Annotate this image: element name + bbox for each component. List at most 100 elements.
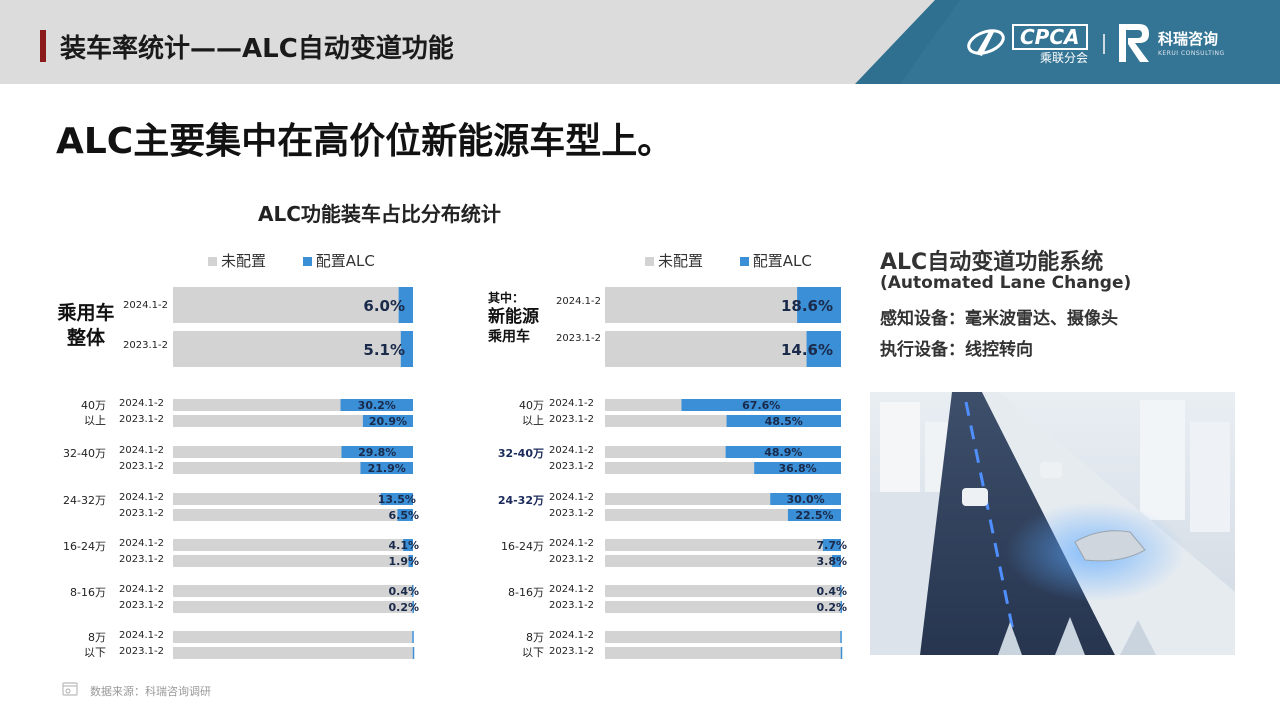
- bar-configured: [840, 647, 843, 659]
- year-label: 2023.1-2: [119, 554, 164, 565]
- segment-label: 8-16万: [470, 585, 544, 600]
- segment-label-line1: 8万: [526, 631, 544, 644]
- bar-value-label: 5.1%: [363, 341, 405, 359]
- year-label: 2023.1-2: [549, 554, 594, 565]
- segment-label-line1: 40万: [81, 399, 106, 412]
- bar-not-configured: [173, 647, 413, 659]
- legend-right: 未配置 配置ALC: [645, 250, 844, 270]
- bar-value-label: 20.9%: [369, 415, 407, 428]
- bar-configured: [360, 462, 413, 474]
- bar-configured: [362, 415, 413, 427]
- legend-left: 未配置 配置ALC: [208, 250, 407, 270]
- bar-value-label: 22.5%: [795, 509, 833, 522]
- segment-label-line2: 以下: [522, 646, 544, 659]
- bar-configured: [412, 585, 414, 597]
- year-label: 2023.1-2: [549, 461, 594, 472]
- segment-label: 8-16万: [40, 585, 106, 600]
- bar-configured: [341, 446, 413, 458]
- year-label: 2023.1-2: [556, 333, 601, 344]
- segment-label-line1: 24-32万: [63, 494, 106, 507]
- group-label-line1: 新能源: [488, 307, 539, 327]
- bar-configured: [840, 585, 842, 597]
- legend-swatch-gray: [208, 257, 217, 266]
- bar-configured: [412, 647, 415, 659]
- legend-label-configured-2: 配置ALC: [752, 252, 812, 270]
- cpca-logo-icon: [967, 29, 1005, 56]
- bar-configured: [725, 446, 841, 458]
- year-label: 2023.1-2: [119, 646, 164, 657]
- segment-label-line2: 以上: [522, 414, 544, 427]
- bar-not-configured: [173, 555, 409, 567]
- bar-not-configured: [605, 446, 726, 458]
- bar-value-label: 67.6%: [742, 399, 780, 412]
- bar-value-label: 6.0%: [363, 297, 405, 315]
- header-accent-bar: [40, 30, 46, 62]
- segment-label: 32-40万: [470, 446, 544, 461]
- bar-value-label: 0.2%: [816, 601, 847, 614]
- year-label: 2024.1-2: [119, 445, 164, 456]
- bar-not-configured: [605, 509, 788, 521]
- bar-configured: [340, 399, 413, 411]
- year-label: 2024.1-2: [119, 584, 164, 595]
- year-label: 2024.1-2: [549, 398, 594, 409]
- slide-headline: ALC主要集中在高价位新能源车型上。: [56, 121, 674, 162]
- segment-label: 16-24万: [470, 539, 544, 554]
- legend-label-not-configured-2: 未配置: [658, 252, 704, 270]
- bar-value-label: 21.9%: [368, 462, 406, 475]
- year-label: 2023.1-2: [549, 414, 594, 425]
- bar-value-label: 18.6%: [781, 297, 833, 315]
- bar-not-configured: [173, 601, 413, 613]
- group-label-line0: 其中：: [488, 291, 525, 305]
- bar-not-configured: [173, 631, 413, 643]
- bar-value-label: 48.9%: [764, 446, 802, 459]
- bar-not-configured: [173, 415, 363, 427]
- year-label: 2023.1-2: [549, 646, 594, 657]
- bar-configured: [380, 493, 413, 505]
- bar-value-label: 1.9%: [388, 555, 419, 568]
- year-label: 2024.1-2: [549, 584, 594, 595]
- bar-value-label: 6.5%: [388, 509, 419, 522]
- bar-value-label: 48.5%: [765, 415, 803, 428]
- sensing-equipment: 感知设备：毫米波雷达、摄像头: [880, 309, 1118, 329]
- bar-configured: [832, 555, 841, 567]
- data-source-note: 数据来源：科瑞咨询调研: [90, 685, 211, 698]
- legend-swatch-blue: [302, 257, 312, 266]
- bar-configured: [412, 601, 415, 613]
- bar-configured: [806, 331, 841, 367]
- segment-label: 24-32万: [470, 493, 544, 508]
- bar-not-configured: [173, 509, 398, 521]
- year-label: 2023.1-2: [123, 340, 168, 351]
- segment-label-line1: 32-40万: [63, 447, 106, 460]
- bar-configured: [681, 399, 841, 411]
- segment-label: 32-40万: [40, 446, 106, 461]
- year-label: 2024.1-2: [556, 296, 601, 307]
- year-label: 2023.1-2: [549, 508, 594, 519]
- bar-configured: [412, 631, 414, 643]
- year-label: 2023.1-2: [119, 414, 164, 425]
- actuation-equipment: 执行设备：线控转向: [880, 340, 1033, 360]
- year-label: 2023.1-2: [119, 461, 164, 472]
- bar-value-label: 14.6%: [781, 341, 833, 359]
- segment-label-line1: 24-32万: [497, 494, 544, 507]
- legend-item-not-configured: 未配置: [208, 252, 266, 270]
- segment-label-line2: 以上: [84, 414, 106, 427]
- legend-item-configured-2: 配置ALC: [739, 252, 812, 270]
- bar-not-configured: [173, 446, 342, 458]
- bar-configured: [797, 287, 841, 323]
- bar-value-label: 30.2%: [358, 399, 396, 412]
- year-label: 2023.1-2: [119, 600, 164, 611]
- group-label-nev: 其中： 新能源 乘用车: [488, 290, 550, 346]
- bar-value-label: 3.8%: [816, 555, 847, 568]
- year-label: 2024.1-2: [549, 630, 594, 641]
- bar-value-label: 0.4%: [816, 585, 847, 598]
- segment-label: 40万以上: [40, 398, 106, 428]
- year-label: 2024.1-2: [549, 492, 594, 503]
- group-label-line2: 乘用车: [488, 329, 530, 345]
- bar-configured: [840, 601, 843, 613]
- bar-not-configured: [173, 585, 413, 597]
- bar-not-configured: [605, 462, 755, 474]
- legend-item-configured: 配置ALC: [302, 252, 375, 270]
- segment-label-line1: 40万: [519, 399, 544, 412]
- bar-configured: [408, 555, 413, 567]
